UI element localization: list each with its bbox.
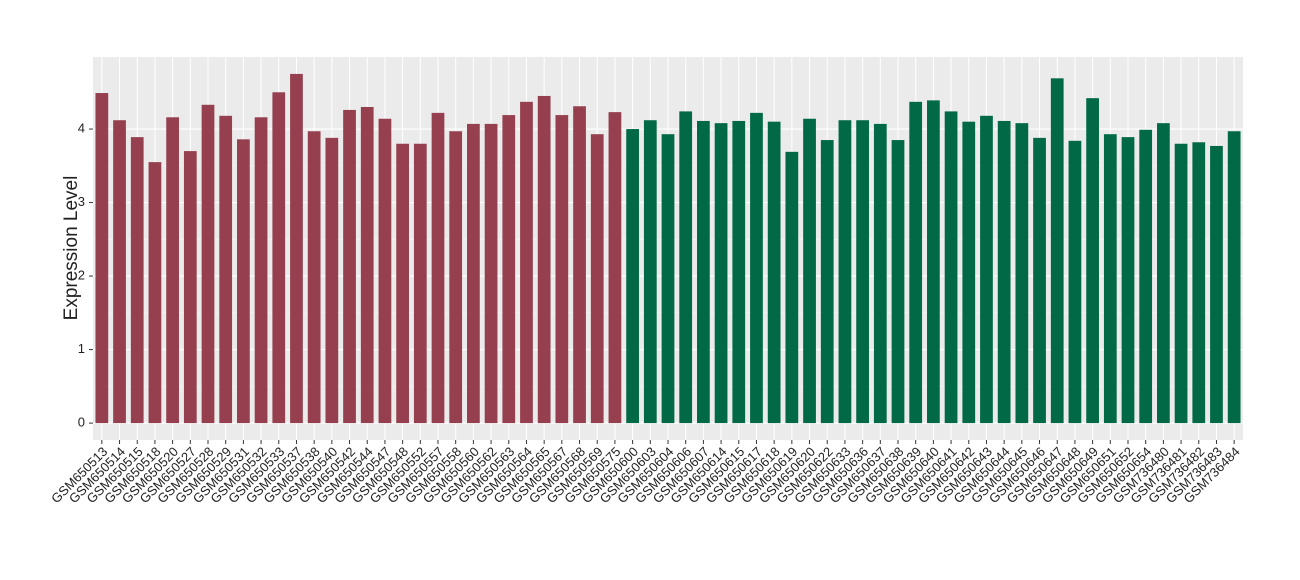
bar xyxy=(980,115,993,424)
bar xyxy=(1050,78,1064,424)
bar xyxy=(1103,134,1117,424)
bar xyxy=(803,118,816,424)
bar xyxy=(307,131,321,424)
bar xyxy=(1086,98,1099,424)
bar xyxy=(1157,123,1170,424)
bar xyxy=(962,121,976,424)
bar xyxy=(378,118,392,424)
bar xyxy=(873,123,887,424)
bar xyxy=(130,137,144,424)
bar xyxy=(1121,137,1135,424)
bar xyxy=(944,111,958,424)
bar xyxy=(254,117,268,424)
y-tick-label: 1 xyxy=(78,341,85,356)
bar xyxy=(1068,140,1082,424)
bar xyxy=(909,101,923,424)
bar xyxy=(661,134,675,424)
bar xyxy=(820,140,834,424)
bar xyxy=(714,123,728,424)
bar xyxy=(148,162,162,424)
bar xyxy=(838,120,852,424)
bar xyxy=(1227,131,1241,424)
bar xyxy=(1033,137,1046,424)
bar xyxy=(290,73,303,424)
bar xyxy=(608,112,622,424)
bar xyxy=(1192,142,1206,424)
bar xyxy=(1139,129,1153,424)
bar xyxy=(237,139,250,424)
bar xyxy=(1210,145,1223,424)
y-tick-label: 4 xyxy=(78,120,85,135)
bar xyxy=(360,106,374,424)
bar xyxy=(927,100,940,424)
bar xyxy=(732,120,746,424)
bar xyxy=(891,140,905,424)
bar xyxy=(343,109,356,424)
bar xyxy=(1015,123,1029,424)
bar xyxy=(113,120,126,424)
bar xyxy=(1174,143,1188,424)
bar xyxy=(537,95,551,424)
bar xyxy=(272,92,286,424)
bar xyxy=(396,143,409,424)
bar xyxy=(679,111,693,424)
bar xyxy=(643,120,657,424)
y-tick-label: 3 xyxy=(78,194,85,209)
bar xyxy=(467,123,480,424)
bar xyxy=(555,115,569,424)
bar xyxy=(166,117,179,424)
bar xyxy=(95,93,109,424)
bar xyxy=(626,129,639,424)
bar xyxy=(697,120,710,424)
y-tick-label: 2 xyxy=(78,268,85,283)
bar xyxy=(183,151,197,424)
bar xyxy=(856,120,869,424)
bar xyxy=(502,115,516,424)
bar xyxy=(219,115,233,424)
bar xyxy=(785,151,799,424)
y-tick-label: 0 xyxy=(78,415,85,430)
bar xyxy=(767,121,781,424)
bar xyxy=(997,120,1011,424)
bar xyxy=(520,101,533,424)
bar xyxy=(449,131,463,424)
bar xyxy=(750,112,763,424)
bar xyxy=(431,112,445,424)
bar xyxy=(325,137,339,424)
y-axis-label: Expression Level xyxy=(61,176,82,321)
bar xyxy=(573,106,586,424)
bar xyxy=(201,104,215,424)
bar xyxy=(413,143,427,424)
bar xyxy=(590,134,604,424)
bar xyxy=(484,123,498,424)
